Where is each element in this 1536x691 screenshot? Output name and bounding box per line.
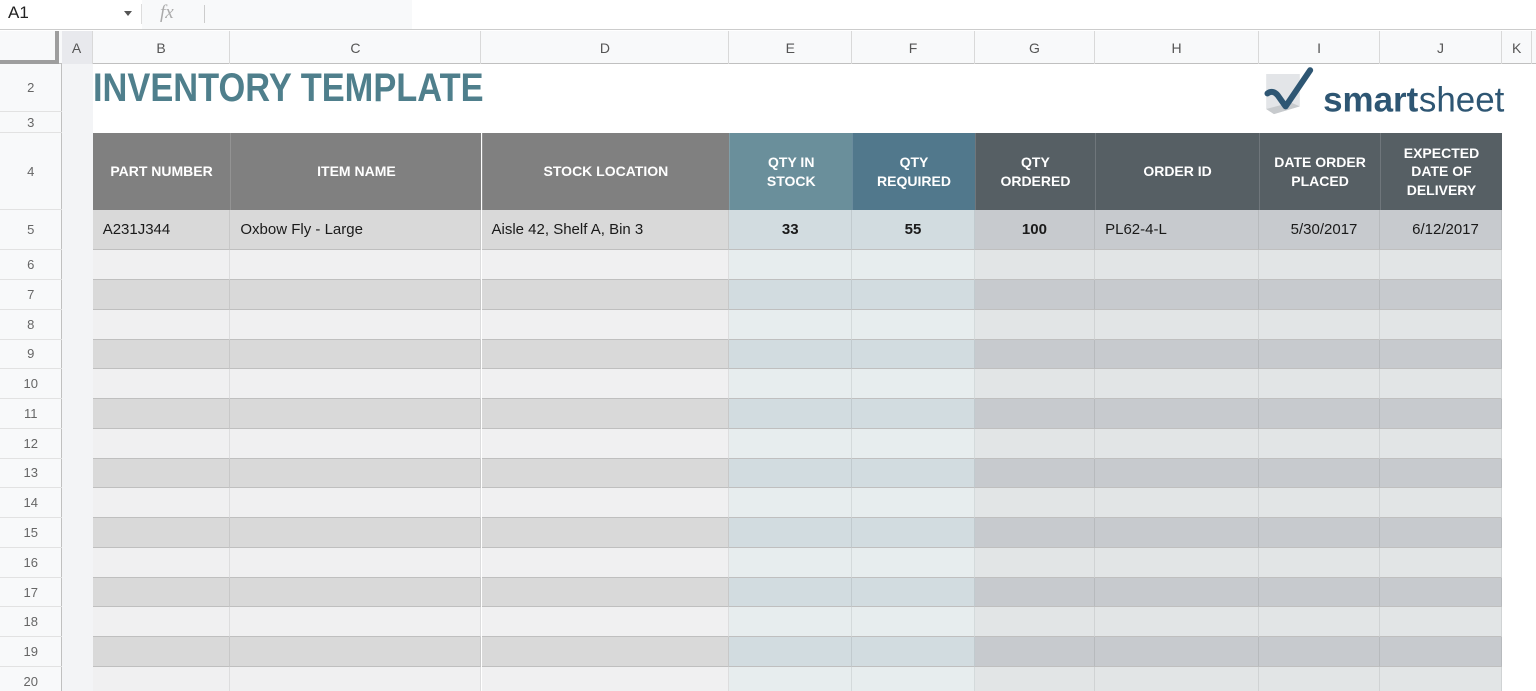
- svg-text:smart: smart: [1323, 81, 1419, 120]
- svg-text:sheet: sheet: [1419, 81, 1505, 120]
